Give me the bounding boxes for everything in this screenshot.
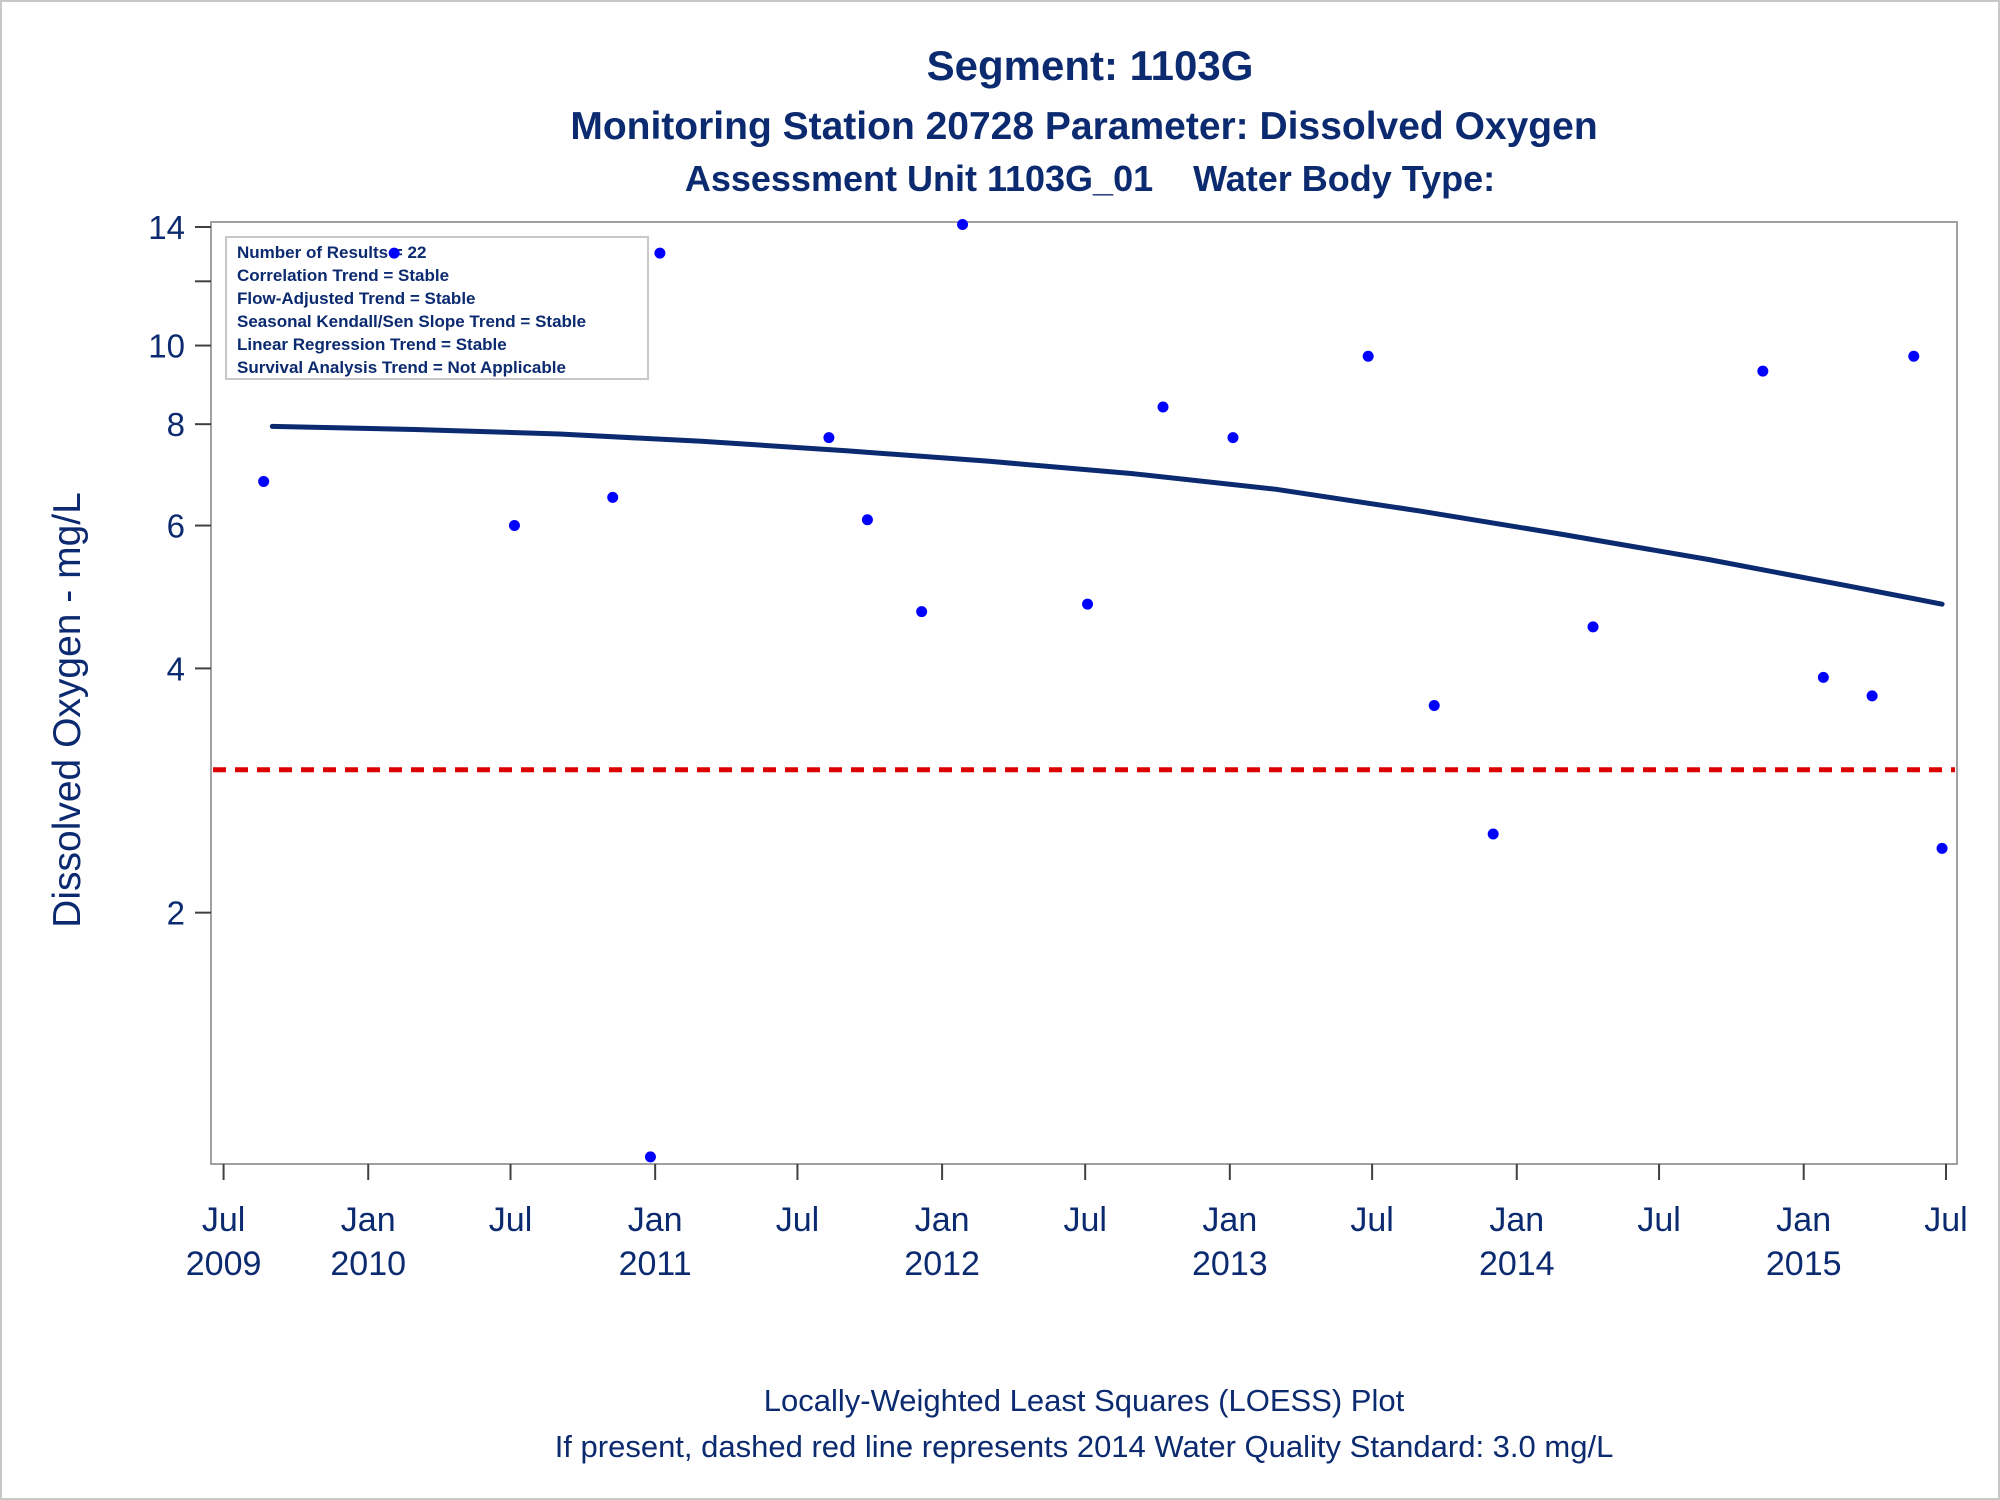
x-tick-label-year: 2013 xyxy=(1192,1245,1268,1283)
x-axis: Jul 2009 Jan 2010 Jul Jan 2011 Jul Jan 2012 Jul Jan… xyxy=(186,1164,1968,1283)
x-tick-label-year: 2012 xyxy=(904,1245,980,1283)
stat-flow-adjusted-trend: Flow-Adjusted Trend = Stable xyxy=(237,289,476,308)
x-tick-label-year: 2011 xyxy=(619,1245,692,1283)
y-tick-label: 8 xyxy=(167,406,185,443)
y-axis-title: Dissolved Oxygen - mg/L xyxy=(46,492,89,928)
x-tick-label-year: 2014 xyxy=(1479,1245,1555,1283)
stat-survival-analysis-trend: Survival Analysis Trend = Not Applicable xyxy=(237,358,566,377)
data-point xyxy=(607,491,619,503)
data-point xyxy=(823,432,835,444)
stat-number-of-results: Number of Results = 22 xyxy=(237,243,426,262)
y-tick-label: 2 xyxy=(167,895,185,932)
x-tick-label-month: Jul xyxy=(1063,1201,1106,1239)
statistics-box: Number of Results = 22 Correlation Trend… xyxy=(225,236,649,380)
data-point xyxy=(1362,350,1374,362)
data-point xyxy=(1936,842,1948,854)
stat-linear-regression-trend: Linear Regression Trend = Stable xyxy=(237,335,507,354)
data-point xyxy=(1487,828,1499,840)
x-tick-label-month: Jan xyxy=(1202,1201,1257,1239)
y-tick-label: 4 xyxy=(167,650,185,687)
data-point xyxy=(916,606,928,618)
footnote-standard: If present, dashed red line represents 2… xyxy=(555,1429,1614,1464)
x-tick-label-month: Jul xyxy=(489,1201,532,1239)
x-tick-label-month: Jan xyxy=(341,1201,396,1239)
statistics-box-border xyxy=(225,236,649,380)
data-point xyxy=(1428,700,1440,712)
loess-curve xyxy=(269,423,1945,607)
x-tick-label-month: Jan xyxy=(1776,1201,1831,1239)
footnote-loess: Locally-Weighted Least Squares (LOESS) P… xyxy=(764,1383,1405,1418)
plot-area xyxy=(210,221,1958,1165)
data-point xyxy=(1157,401,1169,413)
data-point xyxy=(1587,621,1599,633)
x-tick-label-month: Jul xyxy=(1350,1201,1393,1239)
data-point xyxy=(1227,432,1239,444)
data-point xyxy=(508,520,520,532)
data-point xyxy=(1866,690,1878,702)
data-point xyxy=(258,475,270,487)
data-point xyxy=(1082,598,1094,610)
chart-subtitle: Monitoring Station 20728 Parameter: Diss… xyxy=(570,105,1597,148)
y-axis: 2 4 6 8 10 14 xyxy=(148,209,211,932)
y-tick-label: 10 xyxy=(148,328,185,365)
data-point xyxy=(654,247,666,259)
data-point xyxy=(1757,365,1769,377)
stat-correlation-trend: Correlation Trend = Stable xyxy=(237,266,449,285)
x-tick-label-month: Jul xyxy=(776,1201,819,1239)
x-tick-label-month: Jan xyxy=(915,1201,970,1239)
data-point xyxy=(1908,350,1920,362)
data-point xyxy=(1817,671,1829,683)
x-tick-label-month: Jan xyxy=(628,1201,683,1239)
x-tick-label-month: Jul xyxy=(1637,1201,1680,1239)
x-tick-label-year: 2015 xyxy=(1766,1245,1842,1283)
x-tick-label-year: 2010 xyxy=(330,1245,406,1283)
y-tick-label: 6 xyxy=(167,508,185,545)
stat-seasonal-kendall-trend: Seasonal Kendall/Sen Slope Trend = Stabl… xyxy=(237,312,586,331)
loess-line xyxy=(269,423,1945,607)
data-point xyxy=(388,247,400,259)
chart-subtitle-2: Assessment Unit 1103G_01 Water Body Type… xyxy=(685,158,1495,199)
x-tick-label-year: 2009 xyxy=(186,1245,262,1283)
data-point xyxy=(861,514,873,526)
data-point xyxy=(644,1151,656,1163)
y-tick-label: 14 xyxy=(148,209,185,246)
data-points xyxy=(258,218,1948,1163)
x-tick-label-month: Jul xyxy=(202,1201,245,1239)
x-tick-label-month: Jan xyxy=(1489,1201,1544,1239)
x-tick-label-month: Jul xyxy=(1924,1201,1967,1239)
data-point xyxy=(957,218,969,230)
chart-title: Segment: 1103G xyxy=(927,42,1254,89)
